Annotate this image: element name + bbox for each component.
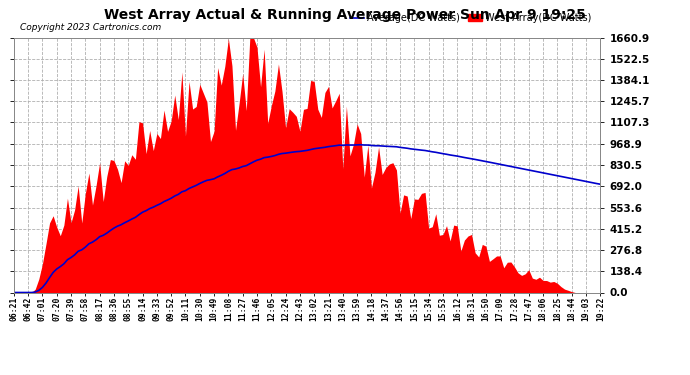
Text: Copyright 2023 Cartronics.com: Copyright 2023 Cartronics.com xyxy=(19,23,161,32)
Legend: Average(DC Watts), West Array(DC Watts): Average(DC Watts), West Array(DC Watts) xyxy=(346,9,595,27)
Text: West Array Actual & Running Average Power Sun Apr 9 19:25: West Array Actual & Running Average Powe… xyxy=(104,8,586,21)
